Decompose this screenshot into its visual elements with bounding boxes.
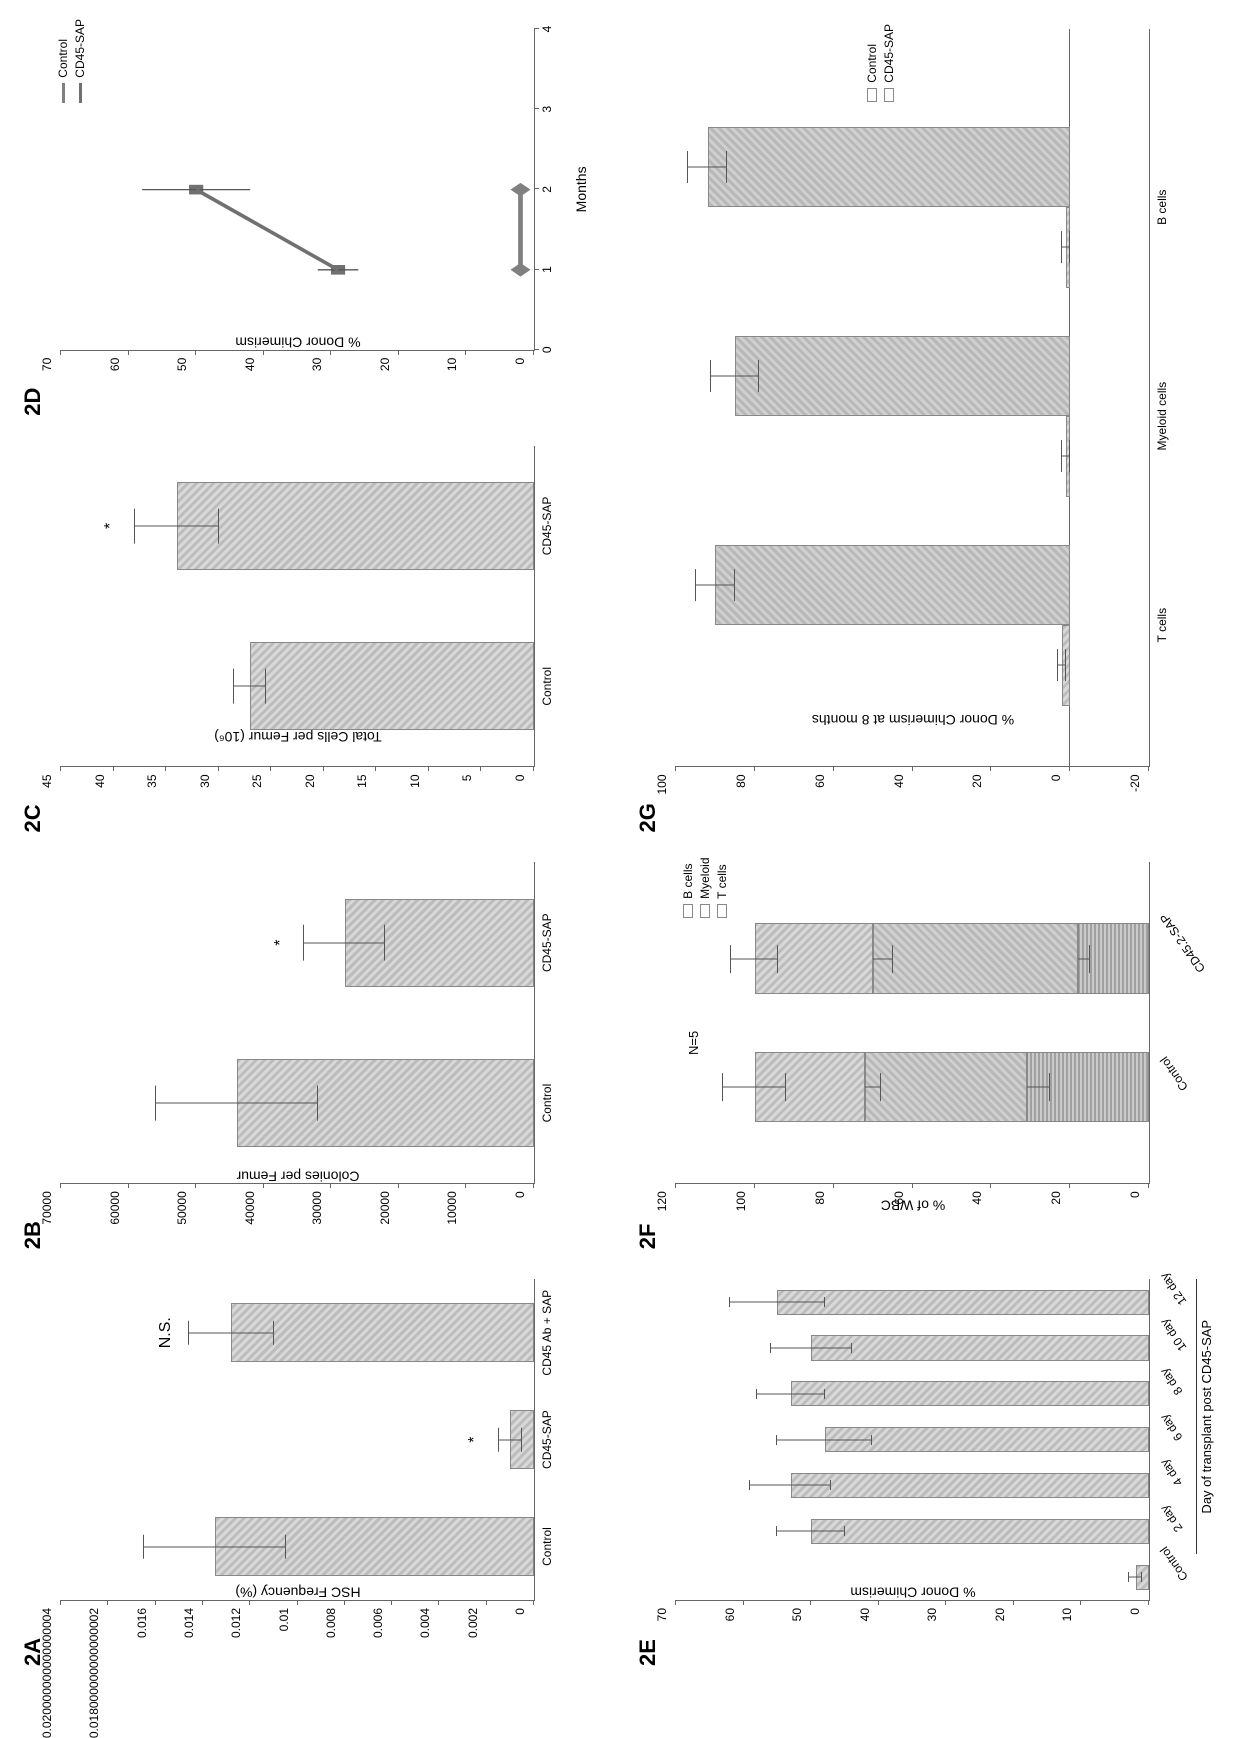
legend-item: CD45-SAP [882,24,896,102]
panel-2G: 2G % Donor Chimerism at 8 months Control… [635,19,1220,833]
panel-2C: 2C Total Cells per Femur (10⁶) 051015202… [20,436,605,833]
legend-item: T cells [715,858,729,918]
y-label-2G: % Donor Chimerism at 8 months [811,712,1013,728]
note-2F: N=5 [686,1031,701,1055]
panel-2D: 2D % Donor Chimerism Months Control CD45… [20,19,605,416]
chart-2E: % Donor Chimerism Day of transplant post… [676,1279,1150,1601]
legend-label: T cells [715,864,729,898]
legend-2G: Control CD45-SAP [865,24,899,102]
legend-item: Control [865,24,879,102]
chart-2C: Total Cells per Femur (10⁶) 051015202530… [61,446,535,768]
legend-label: B cells [681,864,695,899]
panel-label: 2G [635,19,661,833]
legend-2F: B cells Myeloid T cells [681,858,732,918]
y-label-2E: % Donor Chimerism [850,1584,975,1600]
chart-2F: % of WBC N=5 B cells Myeloid T cells 020… [676,863,1150,1185]
panel-2E: 2E % Donor Chimerism Day of transplant p… [635,1269,1220,1666]
legend-swatch [683,904,693,918]
legend-swatch [700,904,710,918]
legend-swatch [884,88,894,102]
x-label-span-2E: Day of transplant post CD45-SAP [1196,1279,1214,1554]
legend-swatch [717,904,727,918]
x-label-2D: Months [573,166,589,212]
y-label-2A: HSC Frequency (%) [235,1584,360,1600]
figure-grid: 2A HSC Frequency (%) 00.0020.0040.0060.0… [20,19,1220,1666]
panel-2B: 2B Colonies per Femur 010000200003000040… [20,853,605,1250]
chart-2G: % Donor Chimerism at 8 months Control CD… [676,29,1150,768]
legend-item: Myeloid [698,858,712,918]
y-label-2C: Total Cells per Femur (10⁶) [214,730,382,746]
panel-2F: 2F % of WBC N=5 B cells Myeloid T cells … [635,853,1220,1250]
legend-item: B cells [681,858,695,918]
legend-swatch [867,88,877,102]
legend-label: Myeloid [698,858,712,899]
y-label-2F: % of WBC [880,1198,945,1214]
chart-2A: HSC Frequency (%) 00.0020.0040.0060.0080… [61,1279,535,1601]
chart-2D: % Donor Chimerism Months Control CD45-SA… [61,29,535,351]
chart-2B: Colonies per Femur 010000200003000040000… [61,863,535,1185]
panel-2A: 2A HSC Frequency (%) 00.0020.0040.0060.0… [20,1269,605,1666]
legend-label: Control [865,44,879,83]
legend-label: CD45-SAP [882,24,896,83]
